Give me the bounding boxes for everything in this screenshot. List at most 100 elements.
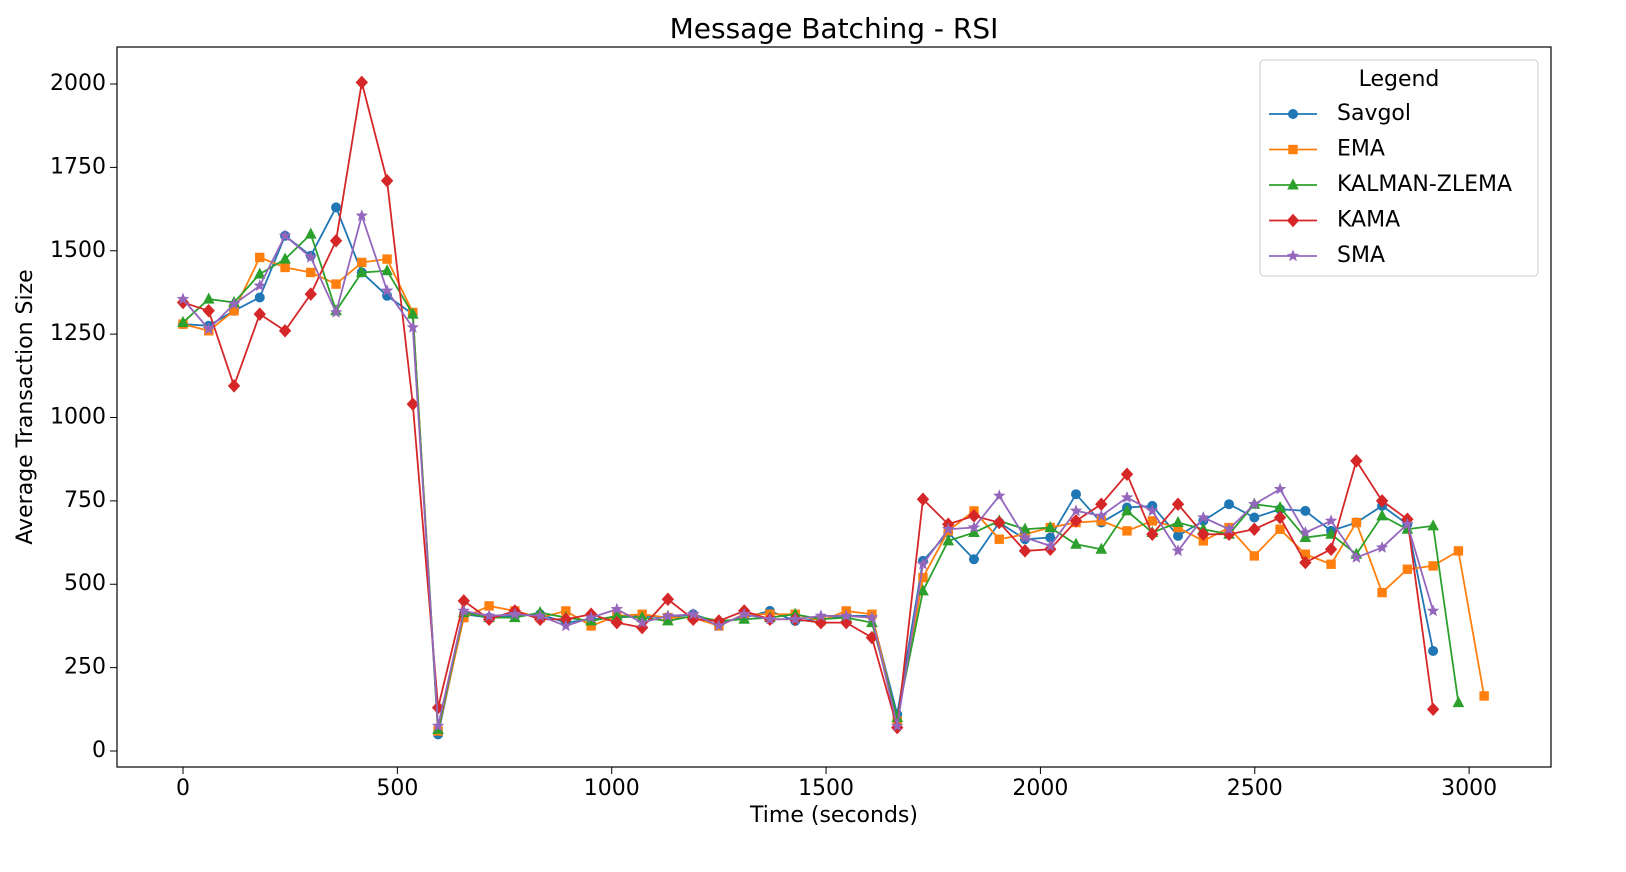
marker: [382, 254, 392, 264]
marker: [917, 584, 929, 596]
marker: [1147, 516, 1158, 526]
y-axis-label: Average Transaction Size: [13, 269, 38, 544]
marker: [1375, 540, 1389, 553]
marker: [331, 202, 342, 213]
marker: [1325, 527, 1337, 539]
marker: [406, 397, 419, 411]
marker: [202, 322, 216, 335]
marker: [381, 264, 393, 276]
marker: [1122, 526, 1132, 536]
marker: [380, 284, 394, 297]
marker: [1173, 530, 1184, 541]
legend-label: KAMA: [1337, 208, 1400, 233]
marker: [1426, 702, 1440, 717]
marker: [1171, 544, 1185, 557]
marker: [686, 607, 700, 620]
marker: [280, 262, 290, 273]
marker: [1479, 691, 1489, 701]
marker: [661, 592, 675, 606]
marker: [253, 279, 267, 292]
legend-marker: [1286, 249, 1300, 262]
x-tick-label: 3000: [1441, 776, 1497, 801]
marker: [994, 534, 1004, 544]
marker: [227, 379, 241, 393]
marker: [1401, 517, 1414, 530]
marker: [635, 615, 649, 629]
marker: [1145, 504, 1159, 517]
marker: [1196, 510, 1210, 523]
y-tick-label: 500: [64, 571, 106, 596]
legend-label: KALMAN-ZLEMA: [1337, 172, 1512, 197]
y-tick-label: 1500: [50, 238, 106, 263]
legend-label: SMA: [1337, 243, 1385, 268]
y-tick-label: 1250: [50, 321, 106, 346]
legend-label: EMA: [1337, 137, 1385, 162]
marker: [278, 229, 292, 242]
marker: [306, 267, 316, 278]
marker: [355, 265, 368, 277]
marker: [1043, 539, 1057, 552]
marker: [1044, 520, 1057, 533]
marker: [253, 307, 266, 321]
marker: [1428, 645, 1439, 656]
marker: [1071, 489, 1082, 500]
series-line: [182, 256, 1486, 732]
marker: [304, 227, 317, 239]
marker: [177, 315, 189, 327]
marker: [176, 292, 190, 305]
y-tick-label: 0: [92, 738, 106, 763]
marker: [1120, 490, 1134, 503]
marker: [329, 234, 343, 248]
legend-marker: [1287, 178, 1299, 190]
marker: [1351, 517, 1362, 528]
marker: [1377, 587, 1387, 598]
marker: [1453, 546, 1464, 556]
marker: [890, 719, 904, 732]
marker: [1094, 509, 1108, 522]
legend-marker: [1288, 144, 1298, 155]
series: [177, 227, 1465, 734]
marker: [993, 515, 1006, 530]
marker: [255, 252, 265, 263]
marker: [1326, 559, 1336, 569]
marker: [202, 292, 215, 304]
marker: [406, 307, 419, 319]
marker: [1324, 542, 1338, 556]
marker: [508, 607, 522, 620]
marker: [992, 489, 1006, 502]
marker: [839, 609, 853, 622]
marker: [1069, 514, 1083, 528]
marker: [1070, 537, 1082, 549]
marker: [1452, 696, 1465, 708]
marker: [304, 287, 317, 301]
chart-title: Message Batching - RSI: [670, 12, 999, 45]
marker: [1121, 504, 1133, 516]
x-tick-label: 500: [376, 776, 418, 801]
series-line: [182, 82, 1435, 728]
marker: [610, 602, 624, 615]
legend: Legend Savgol EMA KALMAN-ZLEMA KAMA SMA: [1259, 59, 1539, 277]
marker: [1249, 512, 1260, 523]
legend-marker: [1286, 213, 1300, 228]
marker: [1146, 527, 1159, 541]
marker: [1069, 504, 1083, 517]
plot-frame: [116, 46, 1552, 768]
marker: [941, 522, 955, 535]
marker: [380, 173, 394, 188]
x-tick-label: 1000: [584, 776, 640, 801]
marker: [1376, 509, 1388, 521]
marker: [737, 607, 751, 620]
marker: [1197, 527, 1210, 541]
marker: [610, 615, 624, 630]
marker: [1427, 519, 1439, 531]
marker: [865, 610, 879, 624]
marker: [916, 492, 930, 506]
marker: [482, 609, 496, 622]
series: [176, 75, 1440, 735]
marker: [1275, 524, 1285, 534]
series: [176, 209, 1440, 732]
marker: [942, 534, 955, 546]
marker: [763, 612, 777, 625]
marker: [584, 610, 598, 624]
